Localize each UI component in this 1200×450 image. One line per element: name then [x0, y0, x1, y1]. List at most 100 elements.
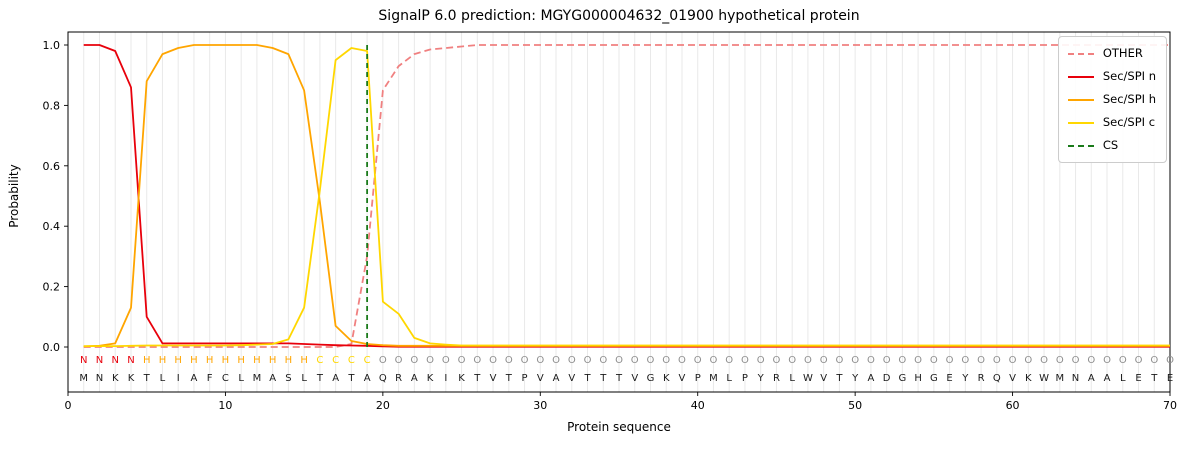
legend-item-sec-spi-c: Sec/SPI c — [1067, 111, 1156, 134]
legend: OTHER Sec/SPI n Sec/SPI h Sec/SPI c CS — [1057, 36, 1167, 163]
region-label-letter: O — [835, 355, 843, 366]
x-axis-label: Protein sequence — [567, 420, 671, 434]
region-label-letter: O — [1119, 355, 1127, 366]
residue-letter: E — [946, 373, 952, 384]
region-label-letter: H — [222, 355, 230, 366]
region-label-letter: H — [143, 355, 151, 366]
region-label-letter: O — [521, 355, 529, 366]
region-label-letter: O — [710, 355, 718, 366]
region-label-letter: O — [458, 355, 466, 366]
y-tick-label: 0.0 — [43, 341, 61, 354]
residue-letter: L — [238, 373, 244, 384]
residue-letter: T — [347, 373, 355, 384]
x-tick-label: 30 — [533, 399, 547, 412]
residue-letter: A — [867, 373, 874, 384]
region-label-letter: H — [174, 355, 182, 366]
region-label-letter: O — [993, 355, 1001, 366]
region-label-letter: C — [316, 355, 323, 366]
residue-letter: T — [615, 373, 623, 384]
region-label-letter: C — [364, 355, 371, 366]
legend-item-sec-spi-h: Sec/SPI h — [1067, 88, 1156, 111]
legend-line-sample — [1067, 121, 1094, 124]
region-label-letter: O — [410, 355, 418, 366]
region-label-letter: O — [395, 355, 403, 366]
series-line-sec-spi-h — [83, 44, 1170, 348]
x-axis-ticks: 0 10 20 30 40 50 60 70 — [65, 392, 1177, 412]
region-label-letter: O — [741, 355, 749, 366]
residue-letter: A — [364, 373, 371, 384]
residue-letter: A — [553, 373, 560, 384]
x-tick-label: 70 — [1163, 399, 1177, 412]
region-label-letter: N — [80, 355, 87, 366]
region-label-letter: O — [772, 355, 780, 366]
residue-letter: C — [222, 373, 229, 384]
series-line-sec-spi-n — [83, 44, 1170, 348]
residue-letter: D — [883, 373, 891, 384]
region-label-letter: O — [725, 355, 733, 366]
legend-line-sample — [1067, 98, 1094, 101]
residue-letter: M — [79, 373, 88, 384]
residue-letter: M — [709, 373, 718, 384]
residue-letter: N — [96, 373, 103, 384]
region-label-letter: O — [379, 355, 387, 366]
residue-letter: H — [914, 373, 922, 384]
region-label-letter: O — [961, 355, 969, 366]
residue-letter: L — [726, 373, 732, 384]
x-tick-label: 60 — [1006, 399, 1020, 412]
region-label-letter: O — [426, 355, 434, 366]
region-label-letter: N — [127, 355, 134, 366]
legend-label: CS — [1102, 138, 1119, 152]
region-label-letter: O — [568, 355, 576, 366]
chart-title: SignalP 6.0 prediction: MGYG000004632_01… — [378, 8, 860, 24]
region-label-letter: O — [1072, 355, 1080, 366]
residue-letter: G — [930, 373, 938, 384]
residue-letter: E — [1135, 373, 1141, 384]
residue-letter: I — [444, 373, 447, 384]
residue-letter: K — [112, 373, 119, 384]
residue-letter: V — [631, 373, 638, 384]
residue-letter: E — [1167, 373, 1173, 384]
residue-letter: P — [695, 373, 701, 384]
legend-line-sample — [1067, 52, 1094, 55]
legend-label: OTHER — [1102, 46, 1143, 60]
residue-letter: T — [143, 373, 151, 384]
region-label-letter: O — [647, 355, 655, 366]
region-label-letter: O — [505, 355, 513, 366]
region-label-letter: O — [883, 355, 891, 366]
residue-letter: K — [427, 373, 434, 384]
x-tick-label: 10 — [218, 399, 232, 412]
legend-item-sec-spi-n: Sec/SPI n — [1067, 65, 1156, 88]
region-label-letter: O — [757, 355, 765, 366]
residue-letter: V — [679, 373, 686, 384]
residue-letter: L — [789, 373, 795, 384]
region-label-letter: O — [552, 355, 560, 366]
region-label-letter: O — [1009, 355, 1017, 366]
residue-letter: T — [505, 373, 513, 384]
residue-letter: T — [316, 373, 324, 384]
region-label-letter: O — [977, 355, 985, 366]
region-label-letter: O — [788, 355, 796, 366]
region-label-letter: O — [946, 355, 954, 366]
legend-label: Sec/SPI c — [1102, 115, 1156, 129]
gridlines — [83, 32, 1171, 392]
residue-letter: V — [1009, 373, 1016, 384]
residue-letter: S — [285, 373, 291, 384]
residue-letter: Y — [961, 373, 969, 384]
legend-item-other: OTHER — [1067, 42, 1156, 65]
x-tick-label: 0 — [65, 399, 72, 412]
residue-letter: L — [1120, 373, 1126, 384]
residue-letter: F — [207, 373, 213, 384]
region-label-letter: O — [694, 355, 702, 366]
residue-letter: T — [473, 373, 481, 384]
region-label-letter: H — [269, 355, 277, 366]
region-label-letter: C — [332, 355, 339, 366]
residue-letter: P — [522, 373, 528, 384]
residue-letter: T — [1150, 373, 1158, 384]
region-label-letter: O — [914, 355, 922, 366]
residue-letter: A — [1088, 373, 1095, 384]
residue-letter: A — [332, 373, 339, 384]
x-tick-label: 40 — [691, 399, 705, 412]
y-axis-ticks: 0.0 0.2 0.4 0.6 0.8 1.0 — [43, 39, 68, 354]
